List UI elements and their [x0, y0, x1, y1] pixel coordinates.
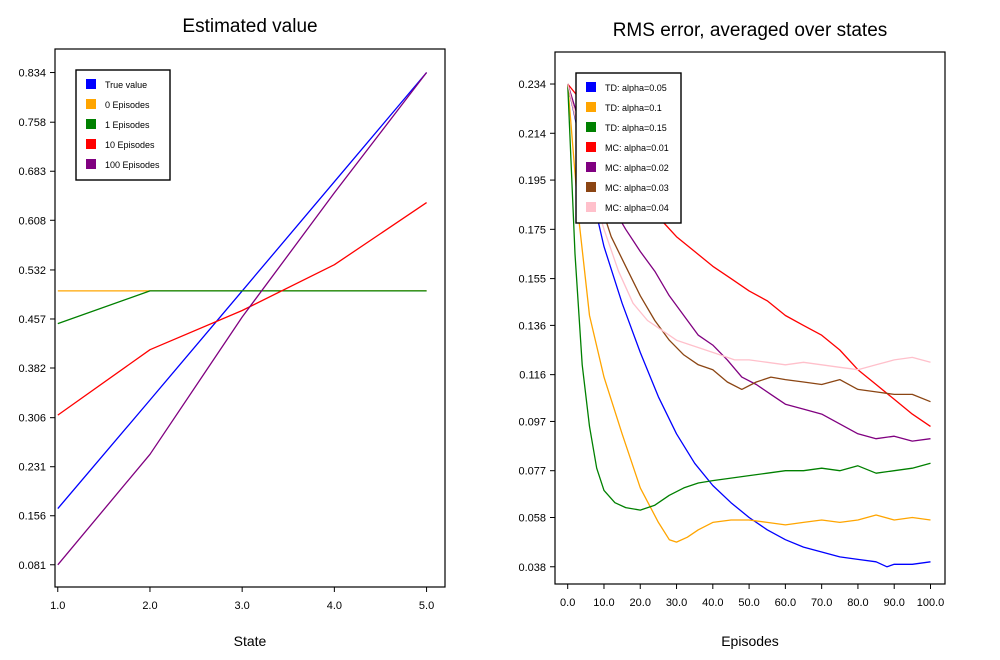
- x-tick-label: 4.0: [327, 600, 342, 612]
- y-tick-label: 0.038: [518, 562, 546, 574]
- legend-swatch: [586, 162, 596, 172]
- series-line-4: [567, 83, 931, 442]
- y-tick-label: 0.175: [518, 224, 546, 236]
- y-tick-label: 0.058: [518, 513, 546, 525]
- legend-swatch: [586, 82, 596, 92]
- y-tick-label: 0.457: [18, 314, 46, 326]
- x-tick-label: 2.0: [142, 600, 157, 612]
- legend-label: MC: alpha=0.03: [605, 183, 669, 193]
- x-tick-label: 90.0: [883, 597, 904, 609]
- x-tick-label: 3.0: [235, 600, 250, 612]
- x-tick-label: 10.0: [593, 597, 614, 609]
- x-axis-label: State: [234, 633, 267, 649]
- legend-label: 10 Episodes: [105, 140, 155, 150]
- y-tick-label: 0.834: [18, 68, 46, 80]
- series-line-2: [567, 83, 931, 511]
- legend-label: TD: alpha=0.15: [605, 123, 667, 133]
- y-tick-label: 0.195: [518, 175, 546, 187]
- y-tick-label: 0.097: [518, 416, 546, 428]
- y-tick-label: 0.214: [518, 128, 546, 140]
- x-tick-label: 100.0: [917, 597, 945, 609]
- axis-ticks: 0.081 0.156 0.231 0.306 0.382 0.457 0.532 0.608…: [18, 68, 434, 612]
- estimated-value-chart: Estimated value 0.081 0.156 0.231 0.306 0.38…: [18, 16, 446, 649]
- y-tick-label: 0.234: [518, 79, 546, 91]
- x-tick-label: 60.0: [775, 597, 796, 609]
- legend-label: True value: [105, 80, 147, 90]
- legend-label: 1 Episodes: [105, 120, 150, 130]
- legend: TD: alpha=0.05 TD: alpha=0.1 TD: alpha=0.1…: [575, 72, 682, 224]
- x-tick-label: 20.0: [630, 597, 651, 609]
- series-line-6: [567, 83, 931, 371]
- y-tick-label: 0.077: [518, 466, 546, 478]
- y-tick-label: 0.758: [18, 117, 46, 129]
- legend-label: 100 Episodes: [105, 160, 160, 170]
- legend-label: MC: alpha=0.04: [605, 203, 669, 213]
- legend-label: TD: alpha=0.1: [605, 103, 662, 113]
- legend-swatch: [586, 182, 596, 192]
- x-tick-label: 50.0: [738, 597, 759, 609]
- x-tick-label: 1.0: [50, 600, 65, 612]
- series-line-5: [567, 83, 931, 403]
- y-tick-label: 0.608: [18, 215, 46, 227]
- legend-swatch: [86, 79, 96, 89]
- legend-swatch: [86, 159, 96, 169]
- legend-swatch: [86, 119, 96, 129]
- legend-swatch: [586, 102, 596, 112]
- y-tick-label: 0.683: [18, 166, 46, 178]
- legend-label: MC: alpha=0.02: [605, 163, 669, 173]
- x-tick-label: 5.0: [419, 600, 434, 612]
- series-line-1: [567, 83, 931, 543]
- x-tick-label: 0.0: [560, 597, 575, 609]
- legend-label: MC: alpha=0.01: [605, 143, 669, 153]
- legend-swatch: [586, 142, 596, 152]
- y-tick-label: 0.532: [18, 265, 46, 277]
- y-tick-label: 0.081: [18, 560, 46, 572]
- y-tick-label: 0.231: [18, 462, 46, 474]
- x-tick-label: 80.0: [847, 597, 868, 609]
- y-tick-label: 0.382: [18, 363, 46, 375]
- series-line-2: [57, 290, 427, 325]
- legend-swatch: [586, 122, 596, 132]
- x-tick-label: 70.0: [811, 597, 832, 609]
- series-line-0: [567, 83, 931, 568]
- legend-swatch: [86, 139, 96, 149]
- series-line-4: [57, 72, 428, 566]
- legend-label: TD: alpha=0.05: [605, 83, 667, 93]
- legend-label: 0 Episodes: [105, 100, 150, 110]
- x-tick-label: 30.0: [666, 597, 687, 609]
- rms-error-chart: RMS error, averaged over states 0.0380.0…: [518, 20, 946, 649]
- series-line-3: [57, 202, 427, 416]
- y-tick-label: 0.306: [18, 413, 46, 425]
- x-tick-label: 40.0: [702, 597, 723, 609]
- series-lines: [57, 72, 428, 566]
- axis-ticks: 0.038 0.058 0.077 0.097 0.116 0.136 0.155 0.175…: [518, 79, 944, 609]
- y-tick-label: 0.155: [518, 274, 546, 286]
- legend: True value 0 Episodes 1 Episodes 10 Episode…: [75, 69, 171, 181]
- y-tick-label: 0.136: [518, 320, 546, 332]
- x-axis-label: Episodes: [721, 633, 779, 649]
- chart-title: Estimated value: [182, 16, 317, 37]
- legend-swatch: [586, 202, 596, 212]
- plot-frame: [54, 48, 446, 588]
- plot-frame: [554, 51, 946, 585]
- y-tick-label: 0.156: [18, 511, 46, 523]
- y-tick-label: 0.116: [519, 370, 546, 382]
- chart-title: RMS error, averaged over states: [613, 20, 888, 41]
- legend-swatch: [86, 99, 96, 109]
